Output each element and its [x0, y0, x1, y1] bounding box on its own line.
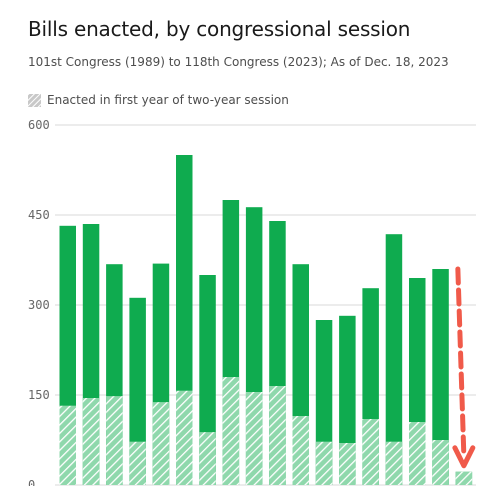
bar-later-year: [59, 225, 76, 406]
bar-later-year: [432, 269, 449, 440]
bar-first-year: [222, 377, 240, 485]
bar-first-year: [432, 440, 449, 485]
bar-first-year: [129, 441, 146, 485]
gridlines: [55, 124, 476, 486]
chart-subtitle: 101st Congress (1989) to 118th Congress …: [28, 55, 449, 69]
bar-later-year: [245, 207, 263, 392]
bar-first-year: [59, 405, 76, 485]
y-axis-ticks: 0 150 300 450 600: [28, 118, 50, 486]
bar-later-year: [315, 320, 333, 442]
chart-title: Bills enacted, by congressional session: [28, 17, 411, 41]
bar-later-year: [292, 264, 309, 416]
bar-later-year: [82, 224, 100, 398]
bar-first-year: [152, 402, 170, 485]
bar-first-year: [385, 441, 403, 485]
bar-first-year: [106, 396, 123, 485]
y-tick-label: 300: [28, 298, 50, 312]
bar-later-year: [409, 278, 426, 422]
bar-first-year: [362, 419, 379, 485]
bar-later-year: [222, 200, 240, 377]
bar-later-year: [199, 275, 216, 433]
bar-later-year: [362, 288, 379, 419]
chart-legend: Enacted in first year of two-year sessio…: [28, 93, 289, 107]
bar-first-year: [269, 386, 286, 485]
y-tick-label: 450: [28, 208, 50, 222]
bar-later-year: [339, 315, 356, 443]
bar-first-year: [176, 390, 193, 485]
arrow-shaft: [455, 266, 467, 458]
bar-first-year: [315, 441, 333, 485]
bar-first-year: [82, 398, 100, 485]
bar-later-year: [176, 155, 193, 391]
legend-label: Enacted in first year of two-year sessio…: [47, 93, 289, 107]
bar-later-year: [129, 297, 146, 442]
bar-later-year: [385, 234, 403, 442]
bar-first-year: [199, 432, 216, 485]
y-tick-label: 0: [28, 478, 35, 486]
bar-later-year: [106, 264, 123, 397]
annotation: [452, 266, 476, 469]
y-tick-label: 600: [28, 118, 50, 132]
bar-later-year: [269, 221, 286, 386]
bars: [59, 155, 473, 485]
bar-first-year: [339, 443, 356, 485]
bar-first-year: [245, 392, 263, 485]
y-tick-label: 150: [28, 388, 50, 402]
bar-first-year: [455, 471, 473, 485]
bar-first-year: [292, 416, 309, 485]
arrow-head: [452, 445, 476, 469]
bar-first-year: [409, 422, 426, 485]
legend-hatch-swatch: [28, 93, 41, 107]
bar-later-year: [152, 263, 170, 403]
